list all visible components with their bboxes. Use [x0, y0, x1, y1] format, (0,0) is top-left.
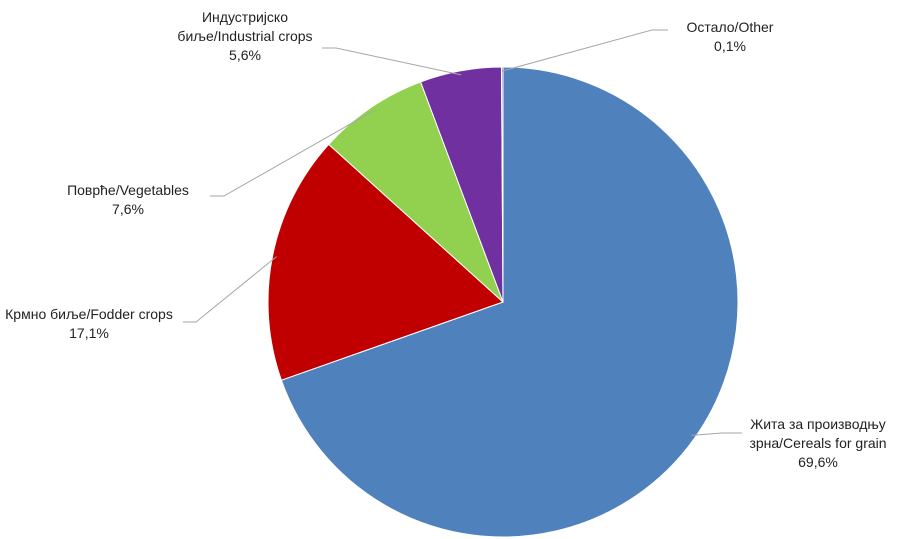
- value-label: 17,1%: [69, 325, 109, 341]
- category-label: Остало/Other: [686, 19, 774, 35]
- category-label: Жита за производњу зрна/Cereals for grai…: [749, 416, 887, 451]
- slice-label: Жита за производњу зрна/Cereals for grai…: [738, 415, 898, 472]
- category-label: Индустријско биље/Industrial crops: [177, 9, 313, 44]
- category-label: Крмно биље/Fodder crops: [5, 306, 173, 322]
- slice-label: Остало/Other 0,1%: [655, 18, 805, 56]
- slice-label: Индустријско биље/Industrial crops 5,6%: [160, 8, 330, 65]
- value-label: 69,6%: [798, 454, 838, 470]
- slice-label: Крмно биље/Fodder crops 17,1%: [0, 305, 178, 343]
- pie-slice: [280, 66, 739, 538]
- category-label: Поврће/Vegetables: [67, 182, 189, 198]
- leader-line: [183, 256, 277, 323]
- value-label: 5,6%: [229, 47, 261, 63]
- leader-line: [210, 110, 374, 197]
- leader-line: [691, 432, 742, 436]
- slice-label: Поврће/Vegetables 7,6%: [38, 181, 218, 219]
- pie-slice: [267, 143, 504, 381]
- leader-line: [502, 29, 668, 72]
- pie-slice: [501, 66, 504, 303]
- value-label: 0,1%: [714, 38, 746, 54]
- value-label: 7,6%: [112, 201, 144, 217]
- leader-line: [322, 47, 462, 76]
- pie-slice: [327, 81, 504, 303]
